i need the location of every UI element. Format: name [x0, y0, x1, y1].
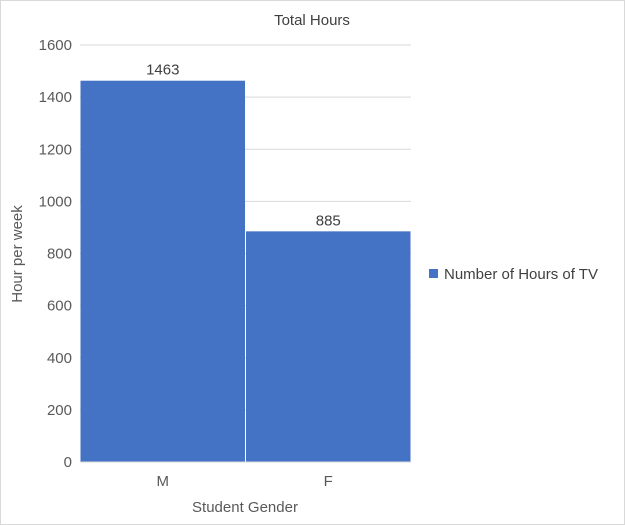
- y-tick-label: 0: [64, 454, 72, 471]
- data-label: 1463: [146, 62, 179, 79]
- legend-swatch: [429, 269, 438, 278]
- y-tick-label: 1200: [39, 141, 72, 158]
- legend-label: Number of Hours of TV: [444, 266, 598, 283]
- x-axis-title: Student Gender: [192, 499, 298, 516]
- chart-title: Total Hours: [274, 12, 350, 29]
- y-tick-label: 1400: [39, 89, 72, 106]
- data-labels: 1463 885: [146, 62, 341, 230]
- bar: [80, 80, 245, 462]
- bar: [246, 231, 411, 462]
- x-tick-label: F: [324, 473, 333, 490]
- legend: Number of Hours of TV: [429, 266, 598, 283]
- y-tick-label: 800: [47, 246, 72, 263]
- y-tick-label: 1000: [39, 193, 72, 210]
- y-tick-label: 600: [47, 298, 72, 315]
- x-tick-label: M: [157, 473, 170, 490]
- y-axis-ticks: 0 200 400 600 800 1000 1200 1400 1600: [39, 37, 72, 471]
- y-tick-label: 400: [47, 350, 72, 367]
- y-tick-label: 200: [47, 402, 72, 419]
- bars: [80, 80, 411, 462]
- data-label: 885: [316, 212, 341, 229]
- y-axis-title: Hour per week: [9, 205, 26, 303]
- y-tick-label: 1600: [39, 37, 72, 54]
